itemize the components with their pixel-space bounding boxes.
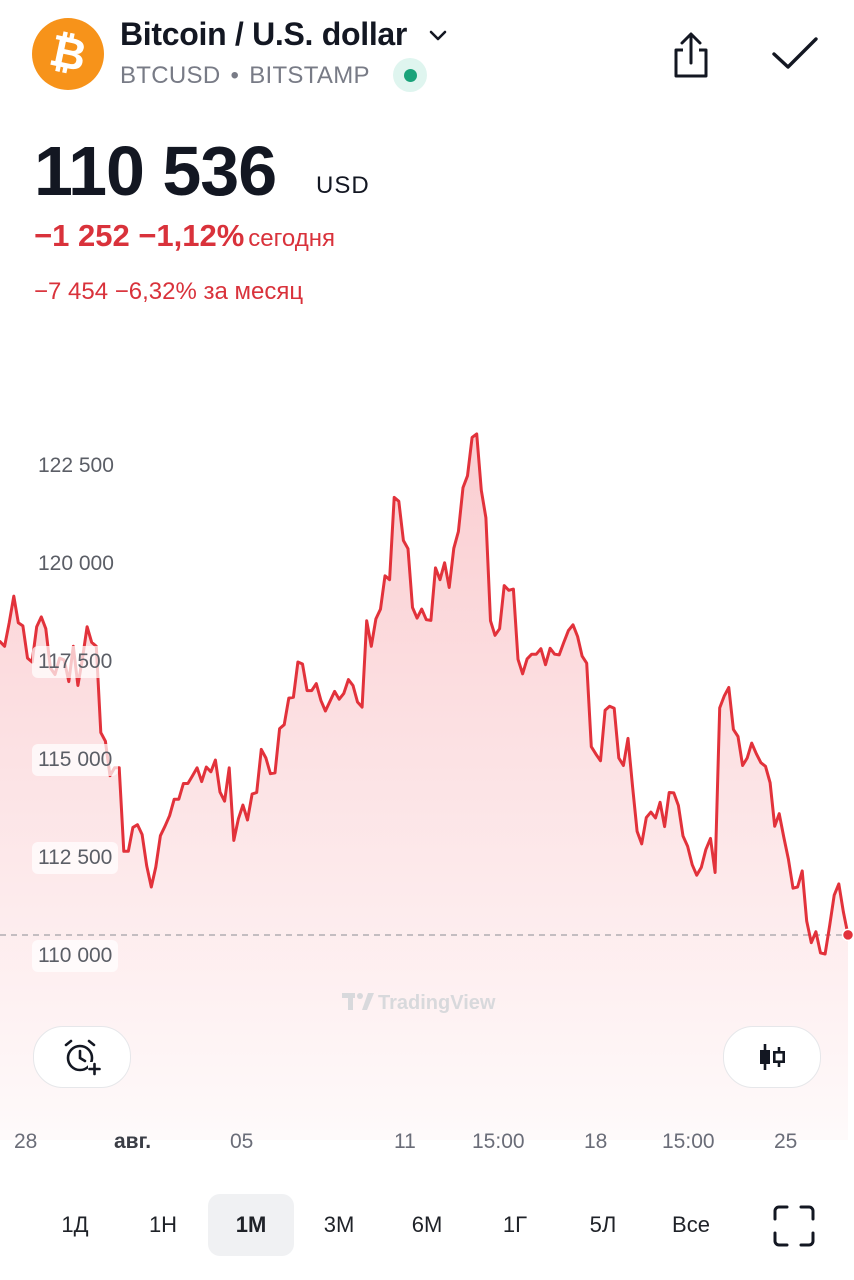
- symbol-title[interactable]: Bitcoin / U.S. dollar: [120, 16, 408, 52]
- tradingview-watermark: TradingView: [342, 992, 495, 1015]
- change-today: −1 252 −1,12% сегодня: [34, 218, 335, 254]
- chart-type-button[interactable]: [723, 1026, 821, 1088]
- last-price: 110 536: [34, 132, 277, 210]
- logo-glyph: ₿: [45, 24, 91, 83]
- x-tick-label: 15:00: [662, 1130, 715, 1153]
- timeframe-4[interactable]: 6М: [411, 1212, 443, 1237]
- y-tick-label: 117 500: [32, 646, 119, 678]
- tradingview-logo-icon: [342, 993, 374, 1010]
- y-tick-label: 112 500: [32, 842, 119, 874]
- x-tick-label: 28: [14, 1130, 38, 1153]
- x-tick-label: 18: [584, 1130, 608, 1153]
- timeframe-1[interactable]: 1Н: [148, 1212, 178, 1237]
- market-status-indicator[interactable]: [393, 58, 427, 92]
- change-today-label: сегодня: [248, 225, 335, 252]
- timeframe-7[interactable]: Все: [672, 1212, 710, 1237]
- price-currency: USD: [316, 172, 370, 199]
- x-tick-label: 05: [230, 1130, 254, 1153]
- x-tick-label: авг.: [114, 1130, 152, 1153]
- watermark-text: TradingView: [378, 992, 496, 1014]
- y-tick-label: 115 000: [32, 744, 119, 776]
- y-tick-label: 110 000: [32, 940, 119, 972]
- bitcoin-logo-icon: ₿: [32, 18, 104, 90]
- x-tick-label: 15:00: [472, 1130, 525, 1153]
- candlestick-icon: [760, 1044, 785, 1070]
- y-tick-label: 120 000: [32, 548, 120, 580]
- timeframe-2[interactable]: 1М: [208, 1194, 294, 1256]
- timeframe-6[interactable]: 5Л: [589, 1212, 617, 1237]
- ticker: BTCUSD: [120, 62, 221, 89]
- y-tick-label: 122 500: [32, 450, 120, 482]
- x-tick-label: 25: [774, 1130, 798, 1153]
- last-price-dot: [841, 928, 854, 942]
- price-chart[interactable]: [0, 400, 854, 1140]
- alarm-clock-plus-icon: [64, 1039, 101, 1076]
- live-dot-icon: [403, 68, 417, 82]
- price-line: [0, 432, 850, 956]
- header: ₿ Bitcoin / U.S. dollar BTCUSD • BITSTAMP: [0, 0, 854, 110]
- price-area: [0, 433, 848, 1140]
- symbol-subtitle: BTCUSD • BITSTAMP: [120, 62, 370, 90]
- change-month: −7 454 −6,32% за месяц: [34, 278, 304, 305]
- timeframe-0[interactable]: 1Д: [61, 1212, 89, 1237]
- change-today-value: −1 252 −1,12%: [34, 218, 245, 253]
- fullscreen-icon[interactable]: [772, 1204, 816, 1248]
- exchange: BITSTAMP: [249, 62, 370, 89]
- x-tick-label: 11: [394, 1130, 416, 1153]
- timeframe-5[interactable]: 1Г: [502, 1212, 528, 1237]
- separator: •: [230, 62, 240, 89]
- check-icon[interactable]: [770, 34, 820, 74]
- add-alert-button[interactable]: [33, 1026, 131, 1088]
- share-icon[interactable]: [668, 30, 714, 80]
- timeframe-3[interactable]: 3М: [323, 1212, 355, 1237]
- chevron-down-icon[interactable]: [428, 28, 448, 44]
